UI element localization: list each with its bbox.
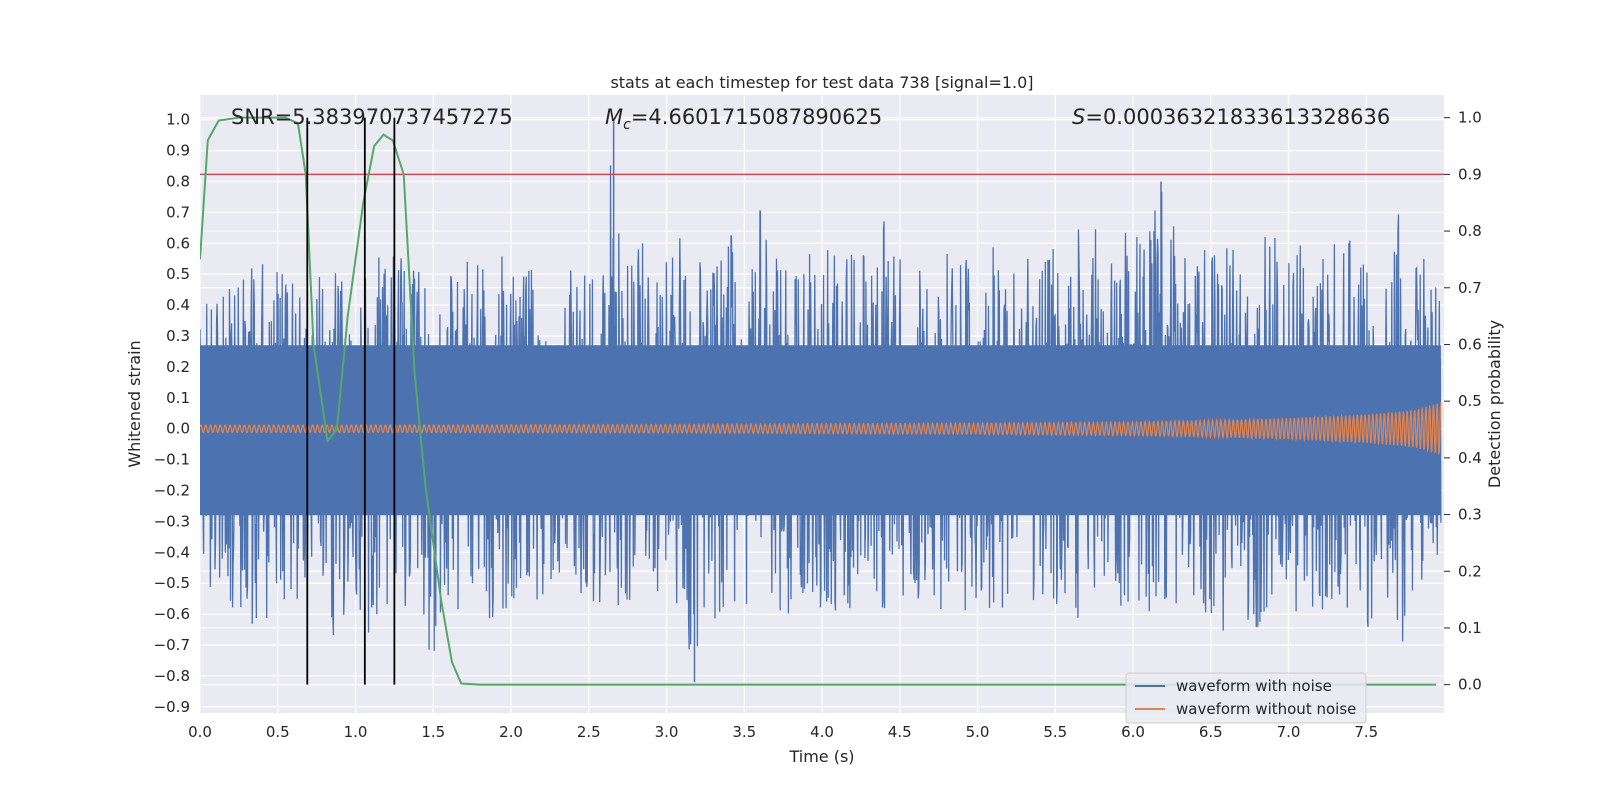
chirp-mass-subscript: c bbox=[623, 117, 631, 133]
x-tick-label: 1.5 bbox=[421, 723, 445, 741]
y-tick-label: −0.8 bbox=[154, 667, 190, 685]
y2-tick-labels: 0.0 0.1 0.2 0.3 0.4 0.5 0.6 0.7 0.8 0.9 1.0 bbox=[1444, 109, 1482, 694]
x-tick-label: 6.0 bbox=[1121, 723, 1145, 741]
x-tick-label: 3.5 bbox=[732, 723, 756, 741]
chirp-mass-annotation: Mc=4.6601715087890625 bbox=[605, 105, 882, 133]
y2-tick-label: 0.0 bbox=[1458, 676, 1482, 694]
detection-probability-line bbox=[200, 116, 1437, 686]
waveform-without-noise-line bbox=[200, 402, 1442, 456]
s-symbol: S bbox=[1072, 105, 1085, 129]
y-tick-label: 0.3 bbox=[166, 327, 190, 345]
legend: waveform with noise waveform without noi… bbox=[1125, 672, 1367, 724]
legend-box bbox=[1125, 672, 1367, 724]
x-tick-label: 4.5 bbox=[888, 723, 912, 741]
y2-tick-label: 0.2 bbox=[1458, 562, 1482, 580]
x-tick-labels: 0.0 0.5 1.0 1.5 2.0 2.5 3.0 3.5 4.0 4.5 5.0 5.5 6.0 6… bbox=[188, 723, 1378, 741]
legend-label-clean: waveform without noise bbox=[1176, 700, 1356, 718]
y-tick-label: −0.1 bbox=[154, 451, 190, 469]
y-tick-label: 0.7 bbox=[166, 203, 190, 221]
chirp-mass-value: =4.6601715087890625 bbox=[631, 105, 882, 129]
y-tick-label: −0.4 bbox=[154, 543, 190, 561]
y-tick-label: −0.9 bbox=[154, 698, 190, 716]
y-tick-label: 0.1 bbox=[166, 389, 190, 407]
y-tick-label: −0.7 bbox=[154, 636, 190, 654]
plot-area bbox=[200, 116, 1444, 686]
x-tick-label: 4.0 bbox=[810, 723, 834, 741]
x-tick-label: 1.0 bbox=[344, 723, 368, 741]
y-tick-label: −0.2 bbox=[154, 482, 190, 500]
legend-label-noise: waveform with noise bbox=[1176, 677, 1332, 695]
chart-title: stats at each timestep for test data 738… bbox=[610, 73, 1033, 92]
x-tick-label: 5.5 bbox=[1043, 723, 1067, 741]
y-tick-label: 0.2 bbox=[166, 358, 190, 376]
x-tick-label: 5.0 bbox=[966, 723, 990, 741]
y2-tick-label: 1.0 bbox=[1458, 109, 1482, 127]
y2-tick-label: 0.8 bbox=[1458, 222, 1482, 240]
y-tick-label: 0.4 bbox=[166, 296, 190, 314]
y2-tick-label: 0.4 bbox=[1458, 449, 1482, 467]
snr-annotation: SNR=5.383970737457275 bbox=[231, 105, 513, 129]
y-tick-label: 1.0 bbox=[166, 111, 190, 129]
chirp-mass-symbol: M bbox=[605, 105, 623, 129]
y-tick-label: −0.3 bbox=[154, 512, 190, 530]
y-tick-label: 0.5 bbox=[166, 265, 190, 283]
x-tick-label: 3.0 bbox=[655, 723, 679, 741]
x-tick-label: 0.0 bbox=[188, 723, 212, 741]
x-tick-label: 7.0 bbox=[1277, 723, 1301, 741]
y-tick-labels: −0.9 −0.8 −0.7 −0.6 −0.5 −0.4 −0.3 −0.2 −0.1 0.0 0… bbox=[154, 111, 190, 716]
y-tick-label: −0.6 bbox=[154, 605, 190, 623]
s-value: =0.0003632183361332863​6 bbox=[1085, 105, 1390, 129]
x-tick-label: 0.5 bbox=[266, 723, 290, 741]
x-axis-label: Time (s) bbox=[788, 747, 854, 766]
y-tick-label: −0.5 bbox=[154, 574, 190, 592]
y-tick-label: 0.6 bbox=[166, 234, 190, 252]
y2-tick-label: 0.3 bbox=[1458, 506, 1482, 524]
y2-tick-label: 0.6 bbox=[1458, 335, 1482, 353]
x-tick-label: 7.5 bbox=[1354, 723, 1378, 741]
x-tick-label: 2.5 bbox=[577, 723, 601, 741]
y-tick-label: 0.0 bbox=[166, 420, 190, 438]
y2-axis-label: Detection probability bbox=[1485, 320, 1504, 488]
s-annotation: S=0.0003632183361332863​6 bbox=[1072, 105, 1390, 129]
y2-tick-label: 0.7 bbox=[1458, 279, 1482, 297]
x-tick-label: 2.0 bbox=[499, 723, 523, 741]
y-axis-label: Whitened strain bbox=[125, 340, 144, 467]
y2-tick-label: 0.9 bbox=[1458, 165, 1482, 183]
x-tick-label: 6.5 bbox=[1199, 723, 1223, 741]
y2-tick-label: 0.5 bbox=[1458, 392, 1482, 410]
y-tick-label: 0.8 bbox=[166, 173, 190, 191]
y-tick-label: 0.9 bbox=[166, 142, 190, 160]
y2-tick-label: 0.1 bbox=[1458, 619, 1482, 637]
